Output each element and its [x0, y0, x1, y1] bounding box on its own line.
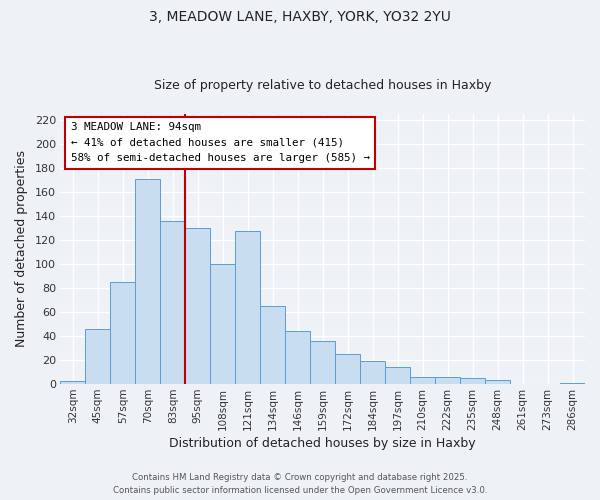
Text: 3, MEADOW LANE, HAXBY, YORK, YO32 2YU: 3, MEADOW LANE, HAXBY, YORK, YO32 2YU	[149, 10, 451, 24]
Bar	[110, 282, 136, 384]
Bar	[360, 361, 385, 384]
Bar	[160, 220, 185, 384]
Bar	[560, 382, 585, 384]
Bar	[61, 382, 85, 384]
Y-axis label: Number of detached properties: Number of detached properties	[15, 150, 28, 348]
Bar	[185, 228, 210, 384]
Bar	[485, 380, 510, 384]
Text: 3 MEADOW LANE: 94sqm
← 41% of detached houses are smaller (415)
58% of semi-deta: 3 MEADOW LANE: 94sqm ← 41% of detached h…	[71, 122, 370, 164]
Bar	[410, 376, 435, 384]
Bar	[385, 367, 410, 384]
Bar	[85, 328, 110, 384]
Text: Contains HM Land Registry data © Crown copyright and database right 2025.
Contai: Contains HM Land Registry data © Crown c…	[113, 474, 487, 495]
X-axis label: Distribution of detached houses by size in Haxby: Distribution of detached houses by size …	[169, 437, 476, 450]
Bar	[285, 331, 310, 384]
Bar	[235, 232, 260, 384]
Bar	[460, 378, 485, 384]
Title: Size of property relative to detached houses in Haxby: Size of property relative to detached ho…	[154, 79, 491, 92]
Bar	[210, 264, 235, 384]
Bar	[260, 306, 285, 384]
Bar	[335, 354, 360, 384]
Bar	[435, 376, 460, 384]
Bar	[136, 178, 160, 384]
Bar	[310, 340, 335, 384]
